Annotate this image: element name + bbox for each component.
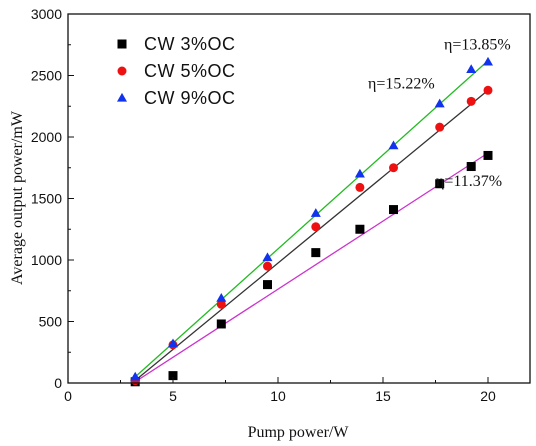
fit-line-series-2 <box>134 89 489 382</box>
data-point-series-3 <box>466 64 477 73</box>
annotations-layer: η=11.37% η=13.85% η=15.22% <box>368 36 511 190</box>
data-point-series-2 <box>435 122 445 132</box>
data-point-series-3 <box>262 252 273 262</box>
axes-layer: 0 5 10 15 20 0 500 1000 1500 2000 2500 3000 <box>31 6 531 404</box>
data-point-series-2 <box>389 163 398 173</box>
data-point-series-1 <box>389 205 398 215</box>
data-point-series-2 <box>355 182 365 192</box>
efficiency-annotation-series-3: η=15.22% <box>368 76 435 93</box>
fit-line-series-3 <box>134 60 489 378</box>
y-tick-label: 3000 <box>31 6 62 22</box>
data-point-series-3 <box>434 98 445 108</box>
data-point-series-2 <box>263 261 272 271</box>
efficiency-annotation-series-2: η=13.85% <box>444 36 511 53</box>
x-axis-title: Pump power/W <box>248 424 350 441</box>
y-tick-label: 1500 <box>31 191 62 207</box>
legend-label-series-3: CW 9%OC <box>144 88 236 108</box>
y-tick-label: 0 <box>54 375 62 391</box>
data-point-series-1 <box>168 371 178 381</box>
x-tick-label: 10 <box>270 388 286 404</box>
data-point-series-2 <box>216 299 226 309</box>
data-point-series-3 <box>130 371 141 381</box>
y-tick-label: 1000 <box>31 252 62 268</box>
legend-label-series-1: CW 3%OC <box>144 34 236 54</box>
data-point-series-1 <box>216 319 226 329</box>
plot-content <box>130 56 493 387</box>
legend-marker-series-1 <box>117 39 127 49</box>
x-tick-label: 20 <box>480 388 496 404</box>
x-tick-label: 0 <box>64 388 72 404</box>
y-axis-title: Average output power/mW <box>9 110 26 285</box>
efficiency-annotation-series-1: η=11.37% <box>436 173 502 190</box>
data-point-series-2 <box>466 96 476 106</box>
data-point-series-3 <box>168 338 178 348</box>
data-point-series-3 <box>216 293 227 302</box>
y-tick-label: 500 <box>39 314 63 330</box>
data-point-series-1 <box>311 248 321 258</box>
legend-marker-series-3 <box>117 92 127 102</box>
data-point-series-1 <box>263 280 272 290</box>
data-point-series-3 <box>388 140 399 150</box>
data-point-series-3 <box>310 208 321 217</box>
data-point-series-1 <box>466 162 476 172</box>
legend-marker-series-2 <box>117 66 127 76</box>
data-point-series-3 <box>483 56 493 66</box>
data-point-series-1 <box>435 179 445 189</box>
data-point-series-3 <box>354 168 365 178</box>
y-tick-label: 2500 <box>31 68 62 84</box>
fit-line-series-1 <box>134 152 489 383</box>
data-point-series-2 <box>483 85 493 95</box>
x-tick-label: 5 <box>169 388 177 404</box>
x-tick-label: 15 <box>375 388 391 404</box>
y-tick-label: 2000 <box>31 129 62 145</box>
legend: CW 3%OC CW 5%OC CW 9%OC <box>117 34 236 108</box>
data-point-series-1 <box>355 224 365 234</box>
legend-label-series-2: CW 5%OC <box>144 61 236 81</box>
data-point-series-2 <box>311 222 321 232</box>
data-point-series-1 <box>483 150 493 160</box>
